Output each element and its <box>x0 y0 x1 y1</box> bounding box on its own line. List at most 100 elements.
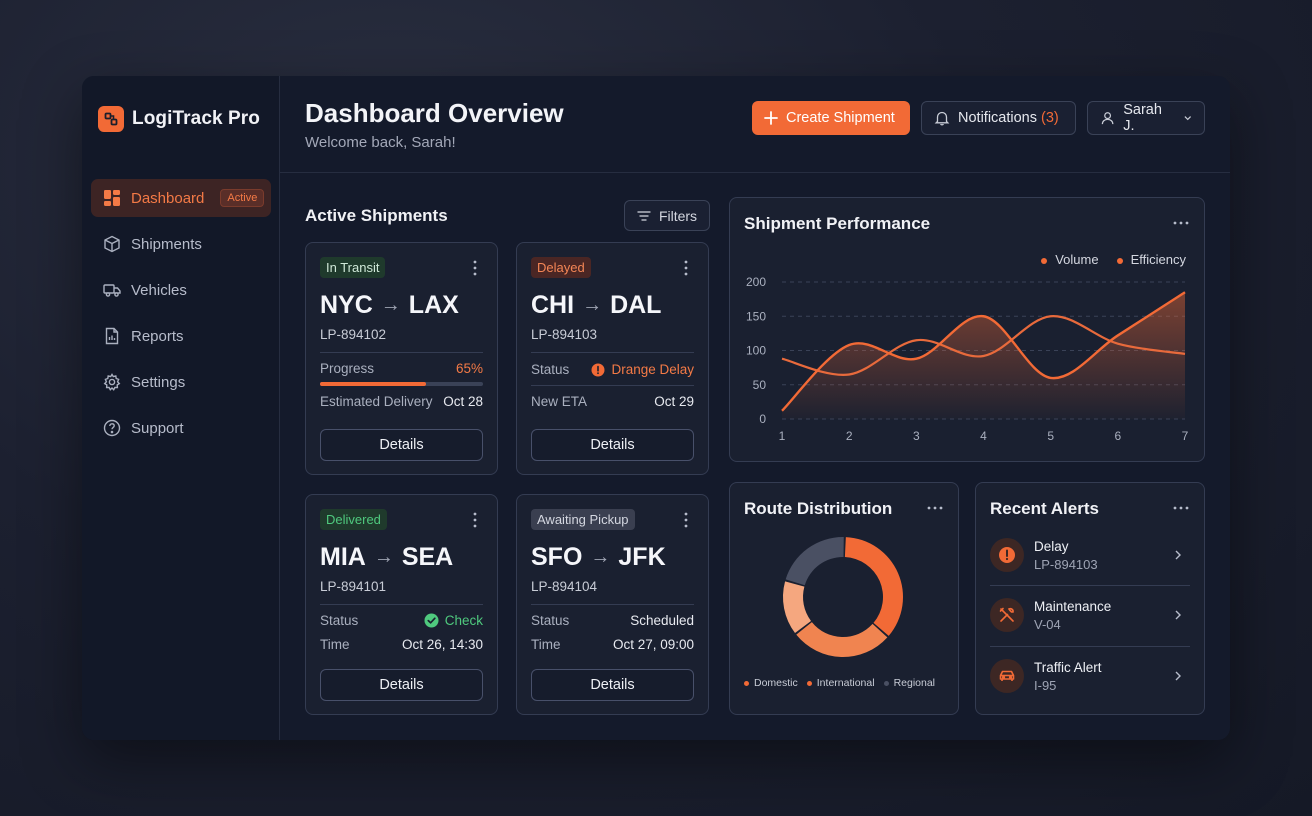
sidebar-item-label: Settings <box>131 373 186 391</box>
divider <box>320 604 483 605</box>
progress-bar <box>320 382 483 386</box>
warning-icon <box>591 363 605 376</box>
x-tick-label: 4 <box>980 429 987 443</box>
notifications-button[interactable]: Notifications (3) <box>921 101 1076 135</box>
route-destination: SEA <box>401 543 454 571</box>
shipment-card-chi-dal[interactable]: Delayed CHI → DAL LP-894103 Status Drang… <box>516 242 709 475</box>
wrench-icon <box>990 598 1024 632</box>
divider <box>990 646 1190 647</box>
chart-legend: Volume Efficiency <box>1041 252 1186 267</box>
create-shipment-button[interactable]: Create Shipment <box>752 101 910 135</box>
shipment-id: LP-894103 <box>531 327 598 342</box>
shipment-card-mia-sea[interactable]: Delivered MIA → SEA LP-894101 Status Che… <box>305 494 498 715</box>
details-button[interactable]: Details <box>531 429 694 461</box>
alert-item-delay[interactable]: Delay LP-894103 <box>990 525 1190 585</box>
active-shipments-title: Active Shipments <box>305 206 448 225</box>
plus-icon <box>764 111 778 125</box>
alert-item-traffic[interactable]: Traffic Alert I-95 <box>990 646 1190 706</box>
progress-label: Progress <box>320 361 375 376</box>
y-tick-label: 50 <box>753 378 767 392</box>
arrow-right-icon: → <box>380 294 401 316</box>
shipment-id: LP-894104 <box>531 579 598 594</box>
shipment-card-nyc-lax[interactable]: In Transit NYC → LAX LP-894102 Progress … <box>305 242 498 475</box>
more-options-icon[interactable] <box>467 511 483 529</box>
divider <box>531 352 694 353</box>
status-label: Status <box>531 362 570 377</box>
legend-international: International <box>806 677 875 689</box>
main-content: Dashboard Overview Welcome back, Sarah! … <box>280 76 1230 740</box>
status-value: Drange Delay <box>611 362 694 377</box>
sidebar-item-dashboard[interactable]: Dashboard Active <box>91 179 271 217</box>
progress-fill <box>320 382 426 386</box>
status-badge: In Transit <box>320 257 386 278</box>
route: CHI → DAL <box>531 291 661 320</box>
app-window: LogiTrack Pro Dashboard Active Shipments… <box>82 76 1230 740</box>
sidebar-item-label: Dashboard <box>131 189 205 207</box>
y-tick-label: 150 <box>746 309 766 323</box>
shipment-id: LP-894102 <box>320 327 387 342</box>
bell-icon <box>934 111 950 126</box>
legend-domestic: Domestic <box>744 677 798 689</box>
sidebar: LogiTrack Pro Dashboard Active Shipments… <box>82 76 280 740</box>
sidebar-item-label: Shipments <box>131 235 202 253</box>
donut-slice-domestic <box>844 537 903 636</box>
help-icon <box>103 419 121 437</box>
sidebar-item-label: Support <box>131 419 184 437</box>
status-badge: Delivered <box>320 509 387 530</box>
gear-icon <box>103 373 121 391</box>
route-origin: SFO <box>531 543 583 571</box>
y-tick-label: 0 <box>759 412 766 426</box>
sidebar-item-support[interactable]: Support <box>91 409 271 447</box>
sidebar-item-reports[interactable]: Reports <box>91 317 271 355</box>
more-options-icon[interactable] <box>467 259 483 277</box>
welcome-text: Welcome back, Sarah! <box>305 134 456 151</box>
user-menu-button[interactable]: Sarah J. <box>1087 101 1205 135</box>
details-button[interactable]: Details <box>320 669 483 701</box>
divider <box>990 585 1190 586</box>
route-origin: NYC <box>320 291 373 319</box>
page-header: Dashboard Overview Welcome back, Sarah! … <box>280 76 1230 173</box>
more-options-icon[interactable] <box>1172 503 1190 513</box>
time-value: Oct 27, 09:00 <box>612 637 694 652</box>
alert-title: Traffic Alert <box>1034 659 1102 675</box>
sidebar-item-settings[interactable]: Settings <box>91 363 271 401</box>
y-tick-label: 200 <box>746 275 766 289</box>
status-badge: Delayed <box>531 257 591 278</box>
eta-label: Estimated Delivery <box>320 394 433 409</box>
shipment-card-sfo-jfk[interactable]: Awaiting Pickup SFO → JFK LP-894104 Stat… <box>516 494 709 715</box>
more-options-icon[interactable] <box>1172 218 1190 228</box>
more-options-icon[interactable] <box>926 503 944 513</box>
sidebar-item-shipments[interactable]: Shipments <box>91 225 271 263</box>
sidebar-item-vehicles[interactable]: Vehicles <box>91 271 271 309</box>
user-name: Sarah J. <box>1123 102 1162 134</box>
status-label: Status <box>531 613 570 628</box>
route-origin: MIA <box>320 543 366 571</box>
sidebar-item-label: Vehicles <box>131 281 187 299</box>
x-tick-label: 2 <box>846 429 853 443</box>
alert-item-maintenance[interactable]: Maintenance V-04 <box>990 585 1190 645</box>
status-label: Status <box>320 613 359 628</box>
brand[interactable]: LogiTrack Pro <box>98 106 260 132</box>
alert-subtitle: LP-894103 <box>1034 556 1098 572</box>
filters-button[interactable]: Filters <box>624 200 710 231</box>
alert-subtitle: V-04 <box>1034 616 1061 632</box>
status-value: Check <box>444 613 483 628</box>
route-distribution-panel: Route Distribution Domestic Internationa… <box>729 482 959 715</box>
status-row: Status Check <box>320 613 483 628</box>
y-tick-label: 100 <box>746 344 766 358</box>
more-options-icon[interactable] <box>678 259 694 277</box>
route-origin: CHI <box>531 291 575 319</box>
divider <box>531 385 694 386</box>
logo-icon <box>98 106 124 132</box>
details-button[interactable]: Details <box>320 429 483 461</box>
panel-title: Recent Alerts <box>990 499 1099 518</box>
legend-volume: Volume <box>1041 252 1099 267</box>
shipment-id: LP-894101 <box>320 579 387 594</box>
status-row: Status Scheduled <box>531 613 694 628</box>
chevron-right-icon <box>1175 610 1181 620</box>
filter-icon <box>637 210 651 221</box>
more-options-icon[interactable] <box>678 511 694 529</box>
time-value: Oct 26, 14:30 <box>401 637 483 652</box>
performance-line-chart: 0 50 100 150 200 1 2 3 4 5 6 7 <box>746 275 1189 443</box>
details-button[interactable]: Details <box>531 669 694 701</box>
